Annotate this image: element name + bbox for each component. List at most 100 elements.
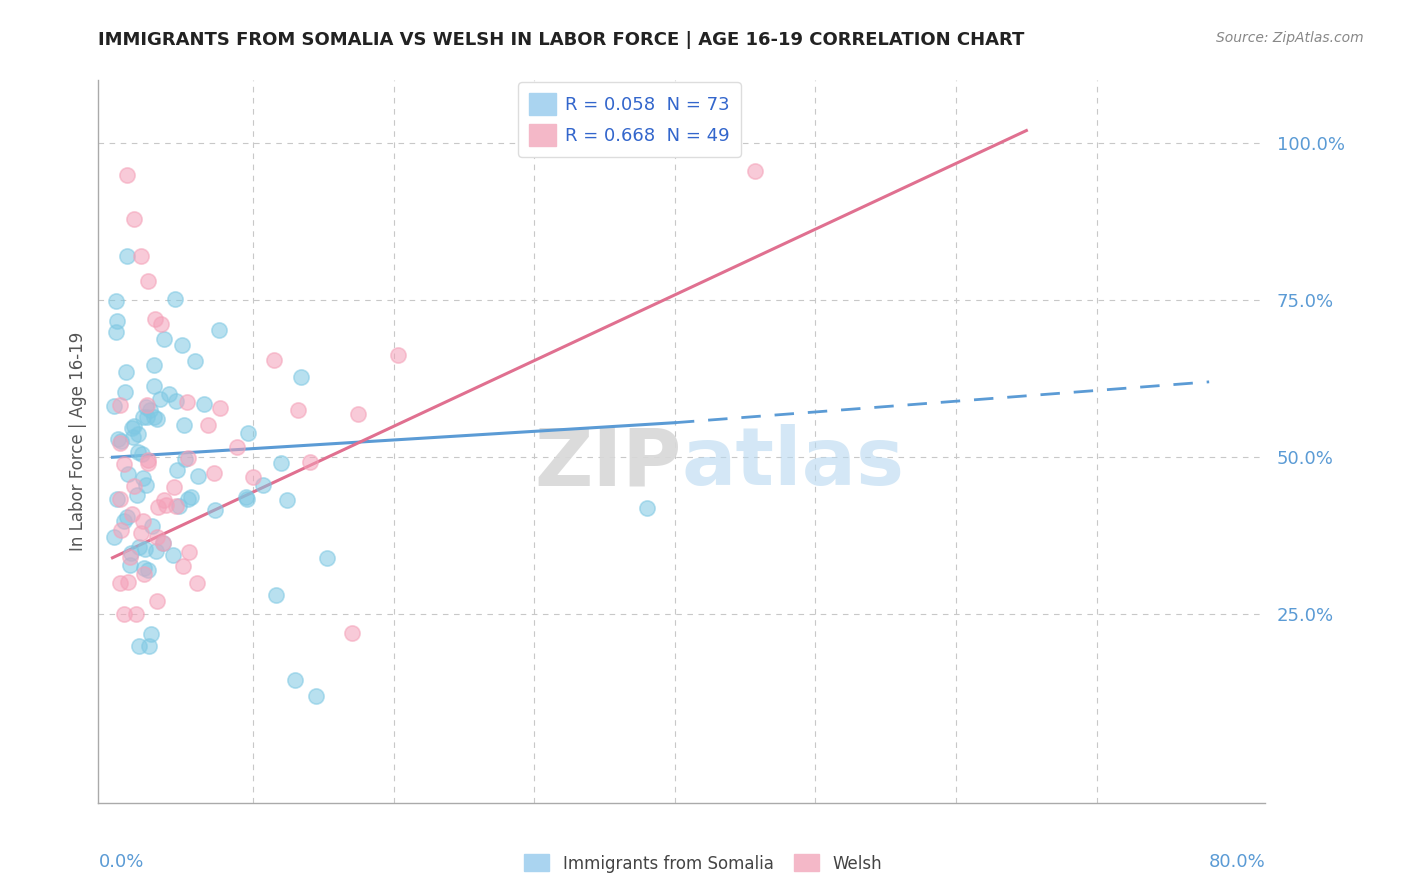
Point	[112, 457, 135, 471]
Point	[122, 418, 145, 433]
Point	[105, 325, 128, 339]
Point	[120, 546, 142, 560]
Point	[157, 387, 180, 401]
Point	[115, 510, 138, 524]
Point	[139, 403, 162, 417]
Point	[117, 467, 139, 482]
Point	[129, 249, 152, 263]
Point	[108, 575, 131, 590]
Point	[173, 417, 195, 432]
Point	[263, 353, 285, 368]
Point	[163, 293, 186, 307]
Point	[162, 549, 184, 563]
Text: Source: ZipAtlas.com: Source: ZipAtlas.com	[1216, 31, 1364, 45]
Point	[150, 318, 173, 332]
Point	[103, 530, 125, 544]
Point	[146, 594, 169, 608]
Point	[120, 558, 142, 572]
Point	[236, 426, 259, 441]
Point	[108, 435, 131, 450]
Point	[136, 410, 159, 425]
Text: 80.0%: 80.0%	[1209, 854, 1265, 871]
Point	[105, 491, 128, 506]
Point	[305, 689, 328, 703]
Point	[166, 463, 188, 477]
Point	[169, 499, 191, 513]
Point	[129, 526, 152, 541]
Point	[143, 312, 166, 326]
Point	[177, 450, 200, 465]
Point	[103, 399, 125, 413]
Point	[152, 492, 174, 507]
Point	[136, 456, 159, 470]
Point	[122, 430, 145, 444]
Point	[207, 323, 229, 337]
Point	[636, 500, 658, 515]
Point	[120, 550, 142, 565]
Point	[152, 536, 174, 550]
Point	[197, 417, 219, 432]
Point	[131, 514, 153, 528]
Point	[209, 401, 232, 415]
Point	[128, 639, 150, 653]
Text: atlas: atlas	[682, 425, 905, 502]
Point	[108, 398, 131, 412]
Point	[193, 397, 215, 411]
Point	[347, 407, 370, 421]
Point	[165, 393, 187, 408]
Point	[104, 294, 127, 309]
Point	[236, 491, 259, 506]
Point	[172, 559, 194, 574]
Point	[138, 453, 160, 467]
Point	[117, 574, 139, 589]
Point	[143, 378, 166, 392]
Point	[138, 639, 160, 653]
Legend: Immigrants from Somalia, Welsh: Immigrants from Somalia, Welsh	[517, 847, 889, 880]
Point	[105, 313, 128, 327]
Point	[115, 249, 138, 263]
Point	[125, 488, 148, 502]
Point	[184, 354, 207, 368]
Point	[112, 514, 135, 528]
Point	[287, 403, 309, 417]
Point	[173, 452, 195, 467]
Point	[128, 427, 150, 442]
Point	[131, 409, 153, 424]
Point	[135, 478, 157, 492]
Point	[204, 502, 226, 516]
Point	[340, 626, 363, 640]
Point	[155, 498, 177, 512]
Point	[121, 421, 143, 435]
Point	[316, 551, 339, 566]
Point	[115, 365, 138, 379]
Legend: R = 0.058  N = 73, R = 0.668  N = 49: R = 0.058 N = 73, R = 0.668 N = 49	[519, 82, 741, 157]
Point	[135, 400, 157, 414]
Point	[115, 168, 138, 182]
Point	[131, 447, 153, 461]
Point	[177, 544, 200, 558]
Point	[744, 164, 766, 178]
Text: ZIP: ZIP	[534, 425, 682, 502]
Point	[132, 561, 155, 575]
Point	[146, 412, 169, 426]
Point	[136, 398, 159, 412]
Point	[128, 540, 150, 554]
Point	[107, 432, 129, 446]
Point	[226, 440, 249, 454]
Point	[163, 480, 186, 494]
Point	[170, 338, 193, 352]
Point	[284, 673, 307, 688]
Point	[264, 588, 287, 602]
Point	[180, 490, 202, 504]
Point	[134, 567, 156, 582]
Point	[290, 370, 312, 384]
Point	[136, 563, 159, 577]
Text: 0.0%: 0.0%	[98, 854, 143, 871]
Point	[114, 384, 136, 399]
Point	[145, 543, 167, 558]
Point	[149, 392, 172, 407]
Point	[186, 575, 208, 590]
Text: IMMIGRANTS FROM SOMALIA VS WELSH IN LABOR FORCE | AGE 16-19 CORRELATION CHART: IMMIGRANTS FROM SOMALIA VS WELSH IN LABO…	[98, 31, 1025, 49]
Point	[202, 466, 225, 480]
Point	[143, 359, 166, 373]
